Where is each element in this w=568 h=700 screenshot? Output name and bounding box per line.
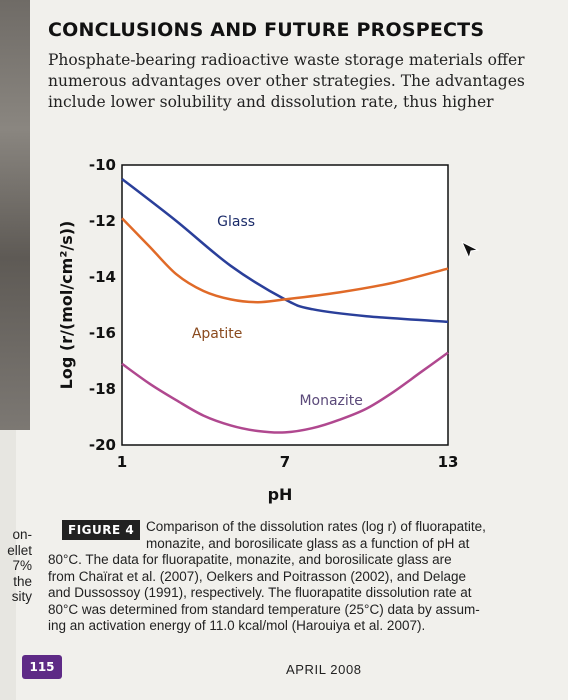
margin-fragment: ellet bbox=[7, 542, 32, 558]
caption-line: ing an activation energy of 11.0 kcal/mo… bbox=[48, 618, 426, 633]
x-tick-label: 7 bbox=[280, 453, 290, 471]
series-line-monazite bbox=[121, 351, 449, 434]
margin-fragment: 7% bbox=[12, 558, 32, 573]
caption-line: Comparison of the dissolution rates (log… bbox=[146, 519, 486, 534]
y-tick-label: -18 bbox=[89, 380, 116, 398]
x-axis-ticks: 1 7 13 bbox=[117, 453, 459, 471]
y-tick-label: -10 bbox=[89, 156, 116, 174]
page-number: 115 bbox=[22, 655, 62, 679]
adjacent-page-edge bbox=[0, 0, 30, 430]
adjacent-page-edge-lower bbox=[0, 430, 16, 700]
series-label-monazite: Monazite bbox=[299, 393, 362, 409]
plot-area bbox=[121, 164, 449, 446]
section-heading: CONCLUSIONS AND FUTURE PROSPECTS bbox=[48, 19, 485, 41]
x-tick-label: 1 bbox=[117, 453, 127, 471]
caption-line: monazite, and borosilicate glass as a fu… bbox=[146, 535, 470, 551]
y-tick-label: -12 bbox=[89, 212, 116, 230]
y-axis-title: Log (r/(mol/cm²/s)) bbox=[57, 221, 76, 390]
x-tick-label: 13 bbox=[438, 453, 459, 471]
intro-line: Phosphate-bearing radioactive waste stor… bbox=[48, 51, 525, 69]
series-line-apatite bbox=[121, 217, 449, 304]
y-tick-label: -20 bbox=[89, 436, 116, 454]
mouse-pointer-icon bbox=[460, 240, 480, 260]
intro-line: include lower solubility and dissolution… bbox=[48, 93, 494, 111]
plot-frame bbox=[121, 164, 449, 446]
y-tick-label: -16 bbox=[89, 324, 116, 342]
caption-line: 80°C. The data for fluorapatite, monazit… bbox=[48, 552, 452, 567]
y-tick-label: -14 bbox=[89, 268, 116, 286]
caption-line: from Chaïrat et al. (2007), Oelkers and … bbox=[48, 568, 466, 584]
intro-paragraph: Phosphate-bearing radioactive waste stor… bbox=[48, 50, 548, 113]
series-lines bbox=[121, 178, 449, 434]
margin-fragment: on- bbox=[12, 527, 32, 542]
caption-line: and Dussossoy (1991), respectively. The … bbox=[48, 585, 472, 600]
margin-fragment: sity bbox=[11, 589, 32, 604]
margin-fragment: the bbox=[13, 573, 32, 589]
footer-date: APRIL 2008 bbox=[286, 662, 362, 677]
caption-line: 80°C was determined from standard temper… bbox=[48, 601, 480, 617]
x-axis-title: pH bbox=[268, 485, 293, 504]
series-labels: Glass Apatite Monazite bbox=[192, 214, 363, 409]
series-label-apatite: Apatite bbox=[192, 326, 243, 342]
y-axis-ticks: -10 -12 -14 -16 -18 -20 bbox=[89, 156, 116, 454]
adjacent-column-fragments: on- ellet 7% the sity bbox=[0, 527, 32, 605]
figure-caption: Comparison of the dissolution rates (log… bbox=[48, 519, 528, 635]
intro-line: numerous advantages over other strategie… bbox=[48, 72, 525, 90]
series-label-glass: Glass bbox=[217, 214, 255, 230]
dissolution-rate-chart: -10-12-14-16-18-20 1 7 13 GlassApatiteMona… bbox=[57, 156, 459, 504]
figure-label: FIGURE 4 bbox=[62, 520, 141, 540]
